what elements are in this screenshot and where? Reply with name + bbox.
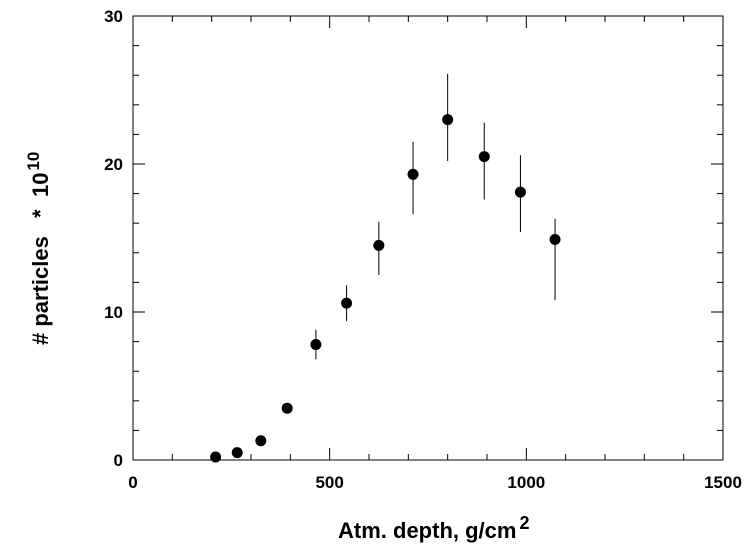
x-tick-label: 0 — [128, 473, 137, 492]
x-axis-label: Atm. depth, g/cm 2 — [338, 513, 529, 543]
data-point — [210, 451, 222, 463]
y-axis-label: # particles * 1010 — [24, 152, 53, 345]
error-bars — [215, 73, 556, 460]
y-tick-label: 30 — [104, 7, 123, 26]
data-point — [407, 168, 419, 180]
data-point — [255, 435, 267, 447]
axis-ticks — [132, 15, 724, 461]
data-point — [310, 339, 322, 351]
x-tick-label: 500 — [315, 473, 343, 492]
y-tick-label: 10 — [104, 303, 123, 322]
plot-frame — [132, 15, 724, 461]
y-tick-label: 0 — [114, 451, 123, 470]
x-tick-label: 1500 — [704, 473, 742, 492]
data-point — [373, 239, 385, 251]
data-point — [478, 151, 490, 163]
data-point — [281, 402, 293, 414]
data-points — [210, 114, 561, 463]
data-point — [231, 447, 243, 459]
x-tick-label: 1000 — [507, 473, 545, 492]
tick-labels: 0 500 1000 1500 0 10 20 30 — [104, 7, 742, 492]
data-point — [442, 114, 454, 126]
y-tick-label: 20 — [104, 155, 123, 174]
data-point — [549, 233, 561, 245]
data-point — [514, 186, 526, 198]
data-point — [341, 297, 353, 309]
